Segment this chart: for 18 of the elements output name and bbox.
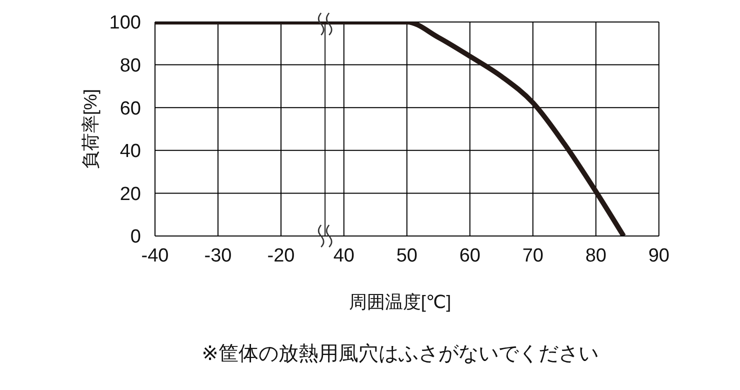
x-tick-label: 80 — [585, 245, 607, 266]
x-axis-title: 周囲温度[℃] — [348, 291, 452, 314]
x-tick-label: -30 — [204, 245, 232, 266]
x-tick-label: -40 — [141, 245, 169, 266]
y-axis-title: 負荷率[%] — [80, 89, 101, 169]
y-tick-label: 0 — [130, 226, 141, 248]
x-tick-label: 90 — [648, 245, 670, 266]
x-tick-label: 50 — [396, 245, 418, 266]
y-tick-label: 80 — [120, 56, 141, 77]
x-tick-label: 40 — [333, 245, 355, 266]
y-tick-label: 60 — [120, 98, 141, 120]
y-tick-label: 100 — [109, 12, 141, 34]
y-tick-label: 20 — [120, 184, 141, 205]
x-tick-label: 60 — [459, 245, 481, 266]
x-tick-label: 70 — [522, 245, 544, 266]
y-tick-label: 40 — [120, 141, 141, 162]
text: ※筐体の放熱用風穴はふさがないでください — [200, 342, 600, 367]
x-tick-label: -20 — [267, 245, 295, 266]
